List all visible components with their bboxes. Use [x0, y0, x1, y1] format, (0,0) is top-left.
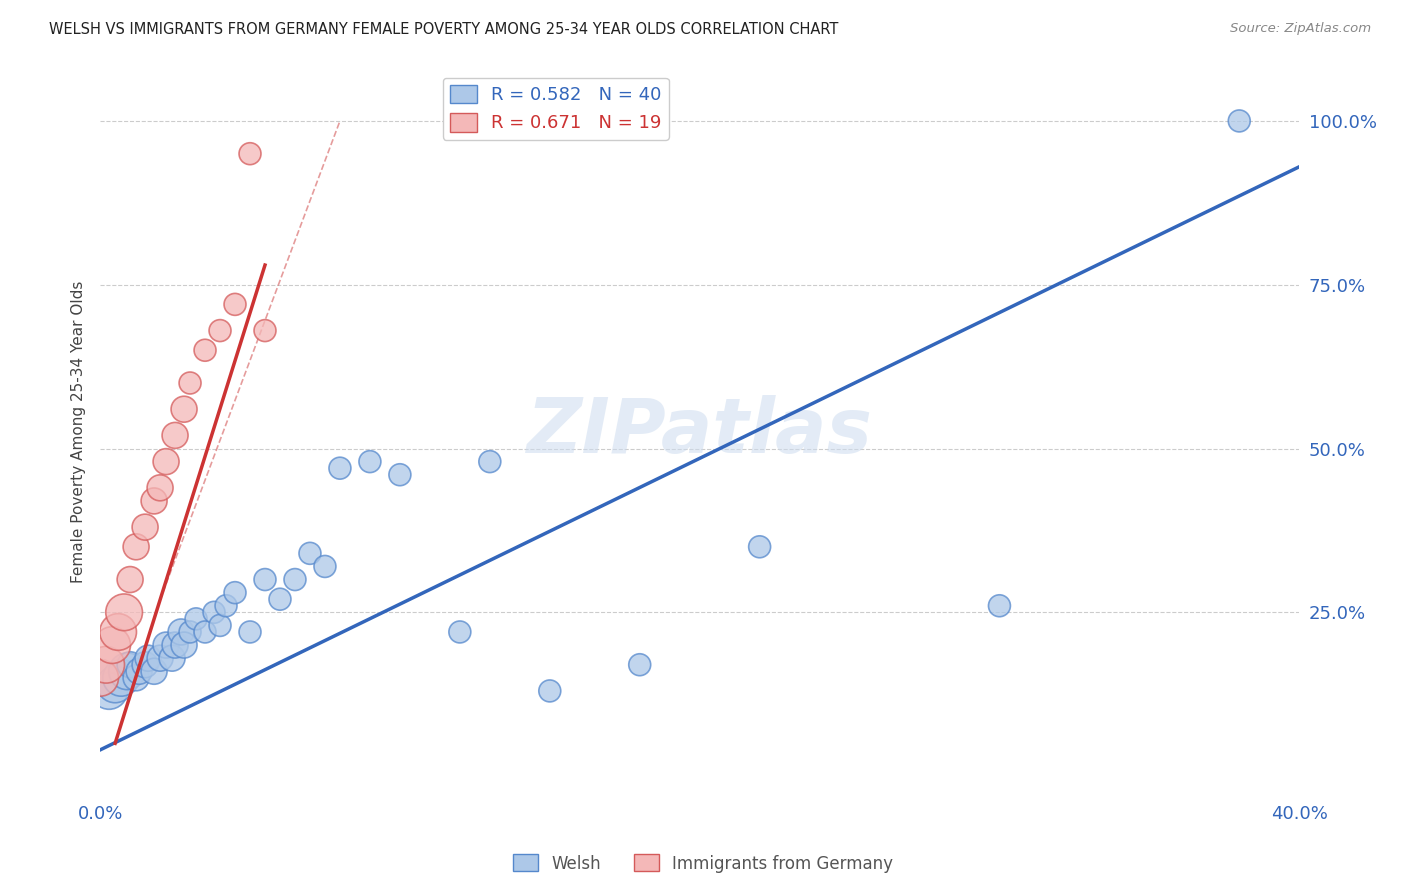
- Point: [239, 624, 262, 639]
- Point: [298, 546, 321, 560]
- Point: [170, 624, 193, 639]
- Point: [179, 376, 201, 390]
- Point: [160, 651, 183, 665]
- Point: [1227, 114, 1250, 128]
- Point: [194, 624, 217, 639]
- Point: [173, 638, 195, 652]
- Point: [110, 671, 132, 685]
- Point: [184, 612, 207, 626]
- Point: [329, 461, 352, 475]
- Point: [134, 520, 156, 534]
- Point: [89, 671, 111, 685]
- Point: [128, 665, 150, 679]
- Point: [173, 402, 195, 417]
- Point: [165, 428, 187, 442]
- Point: [125, 540, 148, 554]
- Point: [101, 638, 124, 652]
- Point: [98, 684, 121, 698]
- Point: [748, 540, 770, 554]
- Point: [988, 599, 1011, 613]
- Point: [165, 638, 187, 652]
- Point: [94, 657, 117, 672]
- Text: WELSH VS IMMIGRANTS FROM GERMANY FEMALE POVERTY AMONG 25-34 YEAR OLDS CORRELATIO: WELSH VS IMMIGRANTS FROM GERMANY FEMALE …: [49, 22, 838, 37]
- Point: [143, 494, 166, 508]
- Text: Source: ZipAtlas.com: Source: ZipAtlas.com: [1230, 22, 1371, 36]
- Point: [208, 324, 231, 338]
- Point: [155, 638, 177, 652]
- Point: [107, 624, 129, 639]
- Y-axis label: Female Poverty Among 25-34 Year Olds: Female Poverty Among 25-34 Year Olds: [72, 281, 86, 583]
- Point: [112, 605, 135, 619]
- Point: [359, 455, 381, 469]
- Point: [179, 624, 201, 639]
- Point: [388, 467, 411, 482]
- Point: [89, 671, 111, 685]
- Text: ZIPatlas: ZIPatlas: [527, 395, 873, 469]
- Point: [194, 343, 217, 358]
- Point: [269, 592, 291, 607]
- Point: [449, 624, 471, 639]
- Point: [314, 559, 336, 574]
- Point: [104, 677, 127, 691]
- Point: [134, 657, 156, 672]
- Legend: Welsh, Immigrants from Germany: Welsh, Immigrants from Germany: [506, 847, 900, 880]
- Point: [215, 599, 238, 613]
- Point: [149, 651, 172, 665]
- Point: [202, 605, 225, 619]
- Point: [143, 665, 166, 679]
- Point: [125, 671, 148, 685]
- Point: [253, 573, 276, 587]
- Point: [155, 455, 177, 469]
- Point: [478, 455, 501, 469]
- Point: [253, 324, 276, 338]
- Point: [115, 665, 138, 679]
- Legend: R = 0.582   N = 40, R = 0.671   N = 19: R = 0.582 N = 40, R = 0.671 N = 19: [443, 78, 669, 140]
- Point: [136, 651, 159, 665]
- Point: [628, 657, 651, 672]
- Point: [149, 481, 172, 495]
- Point: [224, 585, 246, 599]
- Point: [224, 297, 246, 311]
- Point: [120, 573, 142, 587]
- Point: [208, 618, 231, 632]
- Point: [538, 684, 561, 698]
- Point: [284, 573, 307, 587]
- Point: [239, 146, 262, 161]
- Point: [120, 657, 142, 672]
